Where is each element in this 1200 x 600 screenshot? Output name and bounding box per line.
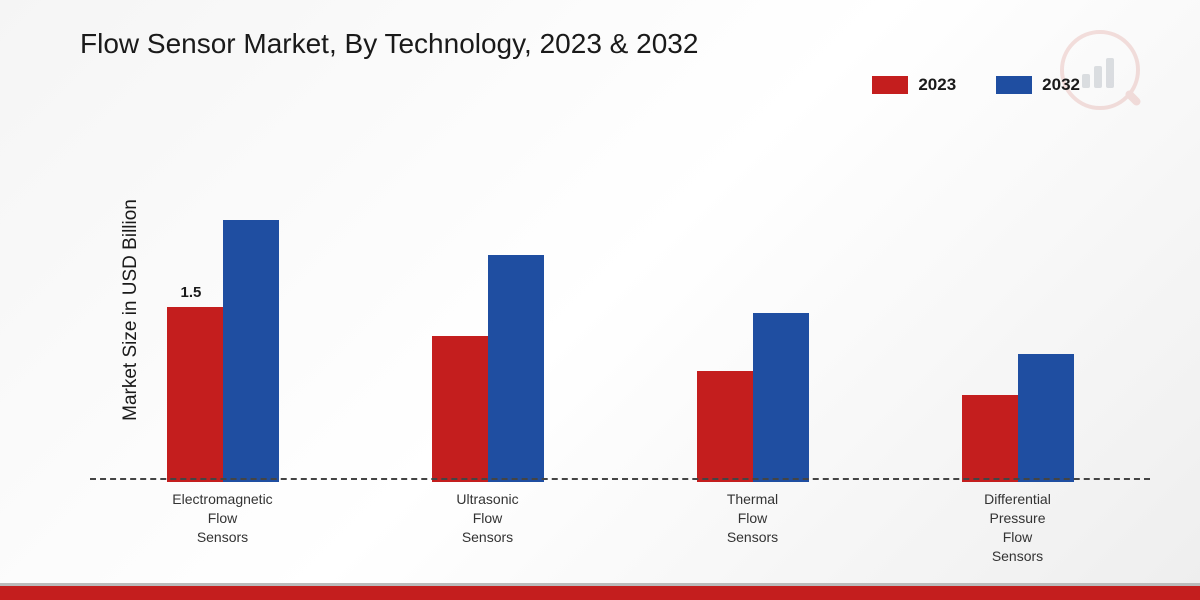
- bar-group: 1.5: [167, 220, 279, 483]
- x-axis-tick-label: ElectromagneticFlowSensors: [163, 490, 283, 570]
- bar-2032: [488, 255, 544, 483]
- bar-2032: [223, 220, 279, 483]
- logo-bar: [1082, 74, 1090, 88]
- logo-handle: [1124, 89, 1142, 107]
- legend-item-2023: 2023: [872, 75, 956, 95]
- legend: 2023 2032: [872, 75, 1080, 95]
- bar-value-label: 1.5: [181, 284, 202, 301]
- legend-label: 2032: [1042, 75, 1080, 95]
- legend-swatch: [872, 76, 908, 94]
- chart-area: 1.5: [90, 130, 1150, 480]
- baseline: [90, 478, 1150, 480]
- footer-bar: [0, 586, 1200, 600]
- logo-bar: [1094, 66, 1102, 88]
- bar-group: [962, 354, 1074, 482]
- x-axis-tick-label: UltrasonicFlowSensors: [428, 490, 548, 570]
- chart-title: Flow Sensor Market, By Technology, 2023 …: [80, 28, 698, 60]
- bar-group: [697, 313, 809, 482]
- bar-2023: [432, 336, 488, 482]
- x-axis-tick-label: ThermalFlowSensors: [693, 490, 813, 570]
- legend-item-2032: 2032: [996, 75, 1080, 95]
- x-axis-tick-label: DifferentialPressureFlowSensors: [958, 490, 1078, 570]
- bar-2032: [1018, 354, 1074, 482]
- bar-2032: [753, 313, 809, 482]
- x-axis-labels: ElectromagneticFlowSensors UltrasonicFlow…: [90, 490, 1150, 570]
- watermark-logo: [1060, 30, 1140, 110]
- bar-groups: 1.5: [90, 130, 1150, 480]
- bar-group: [432, 255, 544, 483]
- bar-2023: [167, 307, 223, 482]
- legend-label: 2023: [918, 75, 956, 95]
- bar-2023: [962, 395, 1018, 483]
- legend-swatch: [996, 76, 1032, 94]
- logo-bar: [1106, 58, 1114, 88]
- bar-2023: [697, 371, 753, 482]
